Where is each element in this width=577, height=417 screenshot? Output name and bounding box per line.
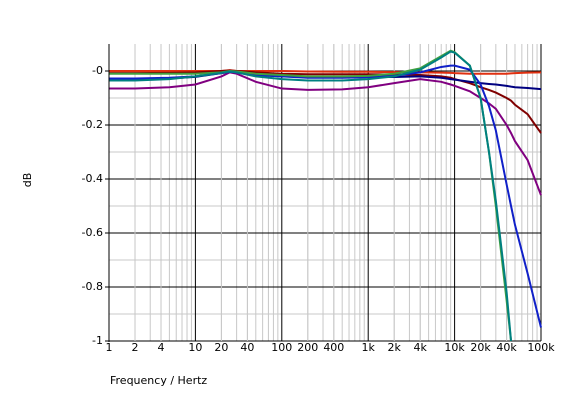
x-tick-label: 10k xyxy=(444,341,465,354)
x-tick-label: 40 xyxy=(240,341,254,354)
x-tick-label: 2k xyxy=(388,341,402,354)
y-tick-label: -0.6 xyxy=(82,226,103,239)
x-tick-label: 400 xyxy=(323,341,344,354)
x-tick-label: 100k xyxy=(527,341,555,354)
y-tick-label: -0.4 xyxy=(82,172,103,185)
y-tick-label: -0.2 xyxy=(82,118,103,131)
plot-area xyxy=(109,49,542,342)
x-tick-label: 4k xyxy=(414,341,428,354)
x-tick-label: 40k xyxy=(496,341,517,354)
x-tick-label: 10 xyxy=(188,341,202,354)
grid xyxy=(108,44,542,342)
x-tick-label: 1 xyxy=(106,341,113,354)
y-axis-label: dB xyxy=(21,173,34,188)
y-tick-label: -0 xyxy=(92,64,103,77)
x-tick-label: 1k xyxy=(362,341,376,354)
y-tick-label: -1 xyxy=(92,334,103,347)
x-tick-label: 2 xyxy=(132,341,139,354)
series-line xyxy=(109,50,513,342)
x-tick-label: 20k xyxy=(470,341,491,354)
y-tick-label: -0.8 xyxy=(82,280,103,293)
x-tick-label: 4 xyxy=(158,341,165,354)
series-line xyxy=(109,71,542,196)
x-axis-label: Frequency / Hertz xyxy=(110,374,207,387)
series-line xyxy=(109,64,542,328)
x-tick-label: 20 xyxy=(214,341,228,354)
x-tick-label: 200 xyxy=(297,341,318,354)
x-tick-label: 100 xyxy=(271,341,292,354)
